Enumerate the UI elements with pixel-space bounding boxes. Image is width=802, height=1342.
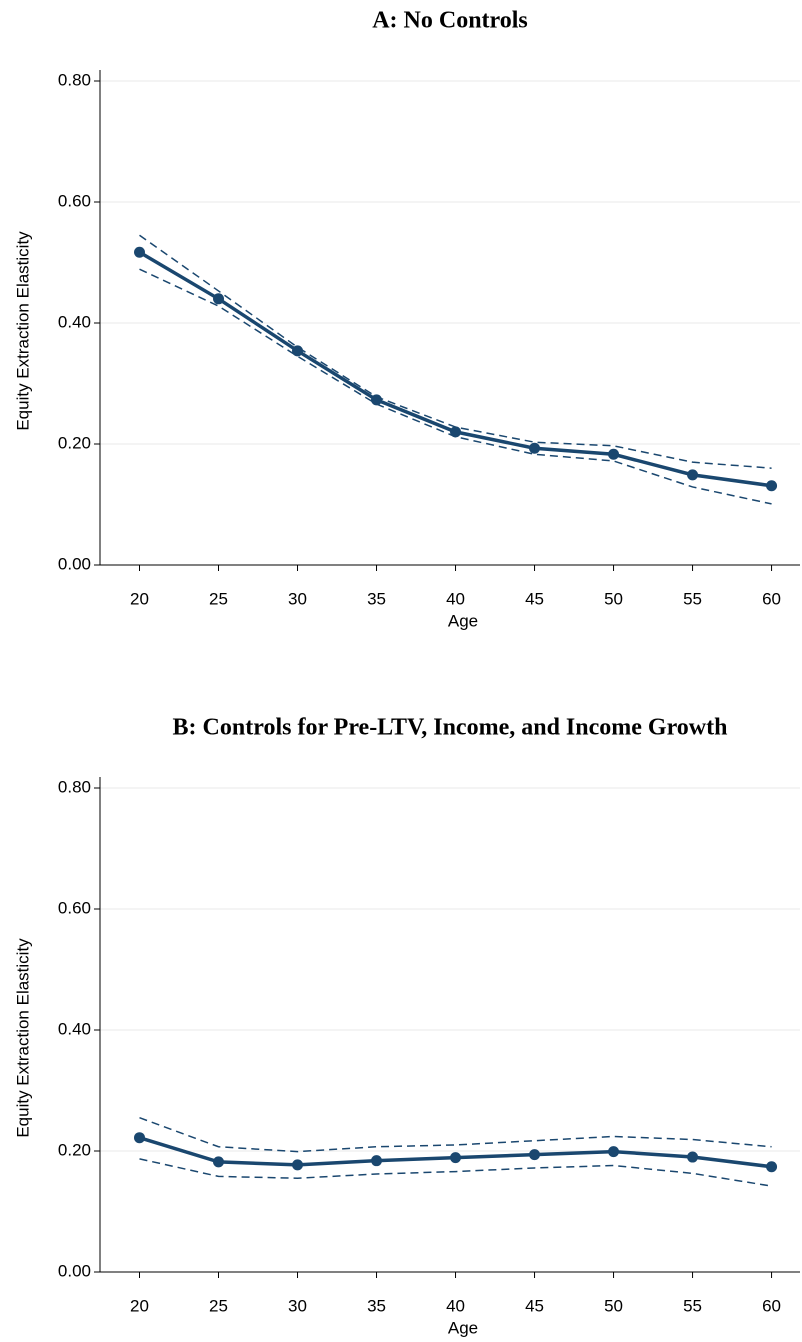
x-tick-label: 50 — [604, 1296, 623, 1315]
x-axis-label: Age — [448, 1318, 478, 1337]
y-tick-label: 0.80 — [58, 70, 91, 89]
y-tick-label: 0.60 — [58, 898, 91, 917]
estimate-line — [138, 250, 772, 488]
x-tick-label: 25 — [209, 1296, 228, 1315]
y-tick-label: 0.00 — [58, 1261, 91, 1280]
ci-line — [139, 1117, 772, 1153]
point — [134, 246, 146, 258]
point — [371, 1155, 383, 1167]
x-tick-label: 55 — [683, 1296, 702, 1315]
chart-title: B: Controls for Pre-LTV, Income, and Inc… — [173, 715, 728, 741]
x-tick-label: 30 — [288, 1296, 307, 1315]
x-tick-label: 55 — [683, 589, 702, 608]
y-tick-label: 0.00 — [58, 554, 91, 573]
point — [213, 293, 225, 305]
point — [450, 426, 462, 438]
y-tick-label: 0.80 — [58, 777, 91, 796]
x-tick-label: 45 — [525, 589, 544, 608]
x-tick-label: 40 — [446, 1296, 465, 1315]
point — [213, 1156, 225, 1168]
y-tick-label: 0.20 — [58, 1140, 91, 1159]
x-tick-label: 60 — [762, 1296, 781, 1315]
ci-line — [139, 1158, 772, 1187]
chart-title: A: No Controls — [372, 8, 528, 34]
x-tick-label: 45 — [525, 1296, 544, 1315]
point — [687, 1151, 699, 1163]
x-tick-label: 30 — [288, 589, 307, 608]
point — [608, 448, 620, 460]
point — [529, 1149, 541, 1161]
x-tick-label: 20 — [130, 1296, 149, 1315]
x-tick-label: 35 — [367, 1296, 386, 1315]
point — [766, 480, 778, 492]
y-axis-label: Equity Extraction Elasticity — [13, 231, 32, 431]
y-axis-label: Equity Extraction Elasticity — [13, 938, 32, 1138]
y-tick-label: 0.20 — [58, 433, 91, 452]
point — [687, 469, 699, 481]
x-tick-label: 35 — [367, 589, 386, 608]
point — [529, 442, 541, 454]
y-tick-label: 0.60 — [58, 191, 91, 210]
x-tick-label: 25 — [209, 589, 228, 608]
x-tick-label: 40 — [446, 589, 465, 608]
point — [450, 1152, 462, 1164]
point — [766, 1161, 778, 1173]
x-tick-label: 60 — [762, 589, 781, 608]
ci-line — [139, 234, 772, 469]
point — [134, 1132, 146, 1144]
point — [292, 1159, 304, 1171]
y-tick-label: 0.40 — [58, 312, 91, 331]
y-tick-label: 0.40 — [58, 1019, 91, 1038]
point — [608, 1146, 620, 1158]
x-axis-label: Age — [448, 611, 478, 630]
x-tick-label: 20 — [130, 589, 149, 608]
ci-line — [139, 268, 772, 505]
x-tick-label: 50 — [604, 589, 623, 608]
